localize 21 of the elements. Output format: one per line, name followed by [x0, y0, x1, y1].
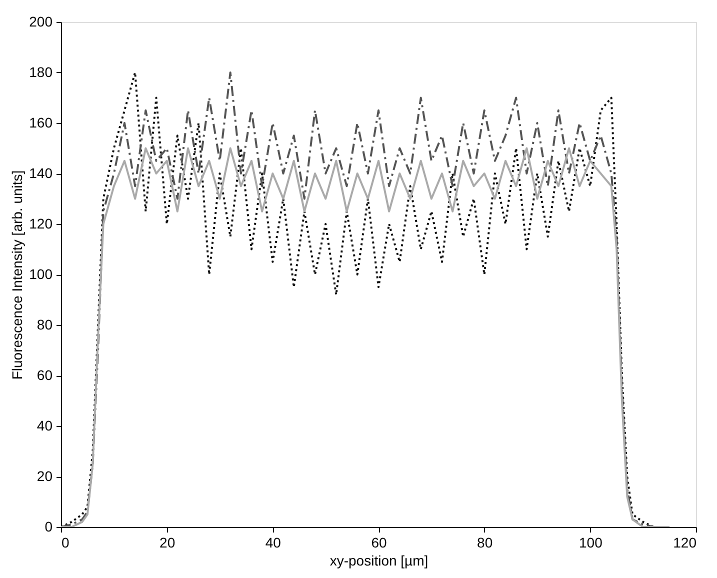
- x-tick-label: 80: [477, 534, 493, 550]
- x-axis-title: xy-position [µm]: [330, 552, 428, 568]
- x-tick-label: 0: [62, 534, 70, 550]
- y-tick-label: 160: [29, 114, 53, 130]
- x-tick-label: 120: [673, 534, 697, 550]
- x-tick-label: 20: [160, 534, 176, 550]
- y-tick-label: 20: [36, 468, 53, 484]
- y-tick-label: 140: [29, 165, 53, 181]
- y-tick-label: 200: [29, 14, 53, 30]
- y-tick-label: 100: [29, 266, 53, 282]
- x-tick-label: 100: [578, 534, 603, 550]
- y-tick-label: 0: [44, 518, 53, 534]
- y-tick-label: 120: [29, 216, 53, 232]
- y-tick-label: 80: [36, 316, 53, 332]
- line-series: [61, 147, 671, 527]
- y-tick-label: 60: [36, 367, 53, 383]
- y-tick-label: 180: [29, 64, 53, 80]
- y-axis-title: Fluorescence Intensity [arb. units]: [9, 170, 26, 380]
- y-tick-label: 40: [36, 418, 53, 434]
- x-tick-label: 40: [265, 534, 282, 550]
- x-tick-label: 60: [371, 534, 387, 550]
